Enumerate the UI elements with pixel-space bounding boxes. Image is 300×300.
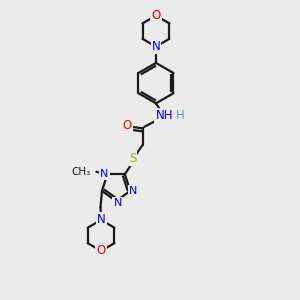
Text: CH₃: CH₃ <box>72 167 91 177</box>
Text: N: N <box>113 199 122 208</box>
Text: N: N <box>97 214 106 226</box>
Text: NH: NH <box>155 109 173 122</box>
Text: O: O <box>151 9 160 22</box>
Text: O: O <box>97 244 106 257</box>
Text: N: N <box>100 169 109 179</box>
Text: O: O <box>123 119 132 132</box>
Text: N: N <box>152 40 160 53</box>
Text: S: S <box>129 152 136 164</box>
Text: H: H <box>176 109 184 122</box>
Text: N: N <box>129 186 137 196</box>
